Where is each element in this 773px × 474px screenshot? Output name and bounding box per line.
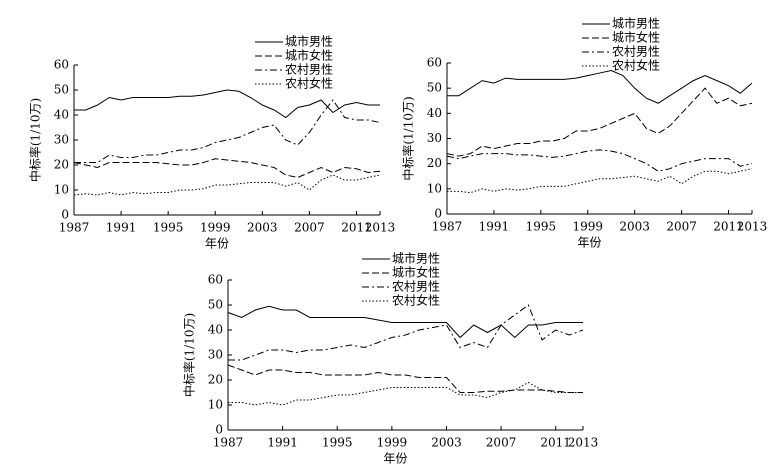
y-tick-label: 60 [427,56,442,70]
y-tick-label: 20 [427,156,442,170]
x-tick-label: 2003 [619,220,650,234]
x-tick-label: 2007 [294,221,325,235]
x-tick-label: 2003 [247,221,278,235]
y-tick-label: 0 [215,423,223,437]
y-tick-label: 0 [61,208,69,222]
x-tick-label: 1995 [153,221,184,235]
series-line [227,364,583,393]
x-tick-label: 1991 [267,436,298,450]
legend-label: 城市女性 [612,30,660,45]
y-tick-label: 60 [208,273,223,287]
series-line [74,99,381,163]
legend-label: 城市男性 [285,34,333,49]
y-tick-label: 50 [208,298,223,312]
y-tick-label: 40 [208,323,223,337]
x-axis-label: 年份 [205,237,229,251]
legend-label: 城市女性 [285,48,333,63]
x-tick-label: 1999 [572,220,603,234]
x-axis-label: 年份 [383,452,407,466]
y-tick-label: 30 [208,348,223,362]
x-tick-label: 1999 [200,221,231,235]
series-line [73,158,381,179]
series-line [74,89,380,119]
legend-label: 城市男性 [392,251,440,266]
x-tick-label: 1987 [59,221,90,235]
x-axis-label: 年份 [577,236,601,250]
y-axis-label: 中标率(1/10万) [182,313,197,397]
y-tick-label: 30 [54,133,69,147]
legend-label: 农村男性 [285,63,333,77]
x-tick-label: 2007 [666,220,697,234]
legend-label: 城市男性 [612,16,660,31]
series-line [228,381,583,406]
x-tick-label: 2013 [737,220,768,234]
series-line [447,168,753,194]
x-tick-label: 1987 [432,220,463,234]
series-line [228,304,584,361]
x-tick-label: 1999 [377,436,408,450]
y-tick-label: 20 [54,158,69,172]
x-tick-label: 2003 [431,436,462,450]
x-tick-label: 2011 [341,221,372,235]
series-line [73,174,381,196]
x-tick-label: 2013 [365,221,396,235]
legend-label: 农村女性 [612,58,660,73]
x-tick-label: 2011 [713,220,744,234]
x-tick-label: 1991 [106,221,137,235]
legend-label: 农村男性 [612,45,660,59]
y-tick-label: 20 [208,373,223,387]
x-tick-label: 1987 [213,436,244,450]
x-tick-label: 1995 [526,220,557,234]
y-axis-label: 中标率(1/10万) [401,96,416,180]
y-tick-label: 60 [54,58,69,72]
x-tick-label: 2007 [486,436,517,450]
y-tick-label: 40 [54,108,69,122]
y-tick-label: 10 [427,181,442,195]
y-tick-label: 10 [208,398,223,412]
x-tick-label: 2011 [540,436,571,450]
series-line [227,305,583,339]
x-tick-label: 2013 [568,436,599,450]
legend-label: 农村女性 [285,76,333,91]
y-axis-label: 中标率(1/10万) [28,98,43,182]
y-tick-label: 10 [54,183,69,197]
series-line [446,149,753,172]
legend-label: 城市女性 [392,265,440,280]
legend-label: 农村女性 [392,293,440,308]
series-line [447,70,753,104]
legend-label: 农村男性 [392,280,440,294]
x-tick-label: 1995 [322,436,353,450]
x-tick-label: 1991 [479,220,510,234]
y-tick-label: 40 [427,106,442,120]
y-tick-label: 50 [427,81,442,95]
y-tick-label: 30 [427,131,442,145]
y-tick-label: 0 [434,207,442,221]
y-tick-label: 50 [54,83,69,97]
series-line [446,87,753,157]
